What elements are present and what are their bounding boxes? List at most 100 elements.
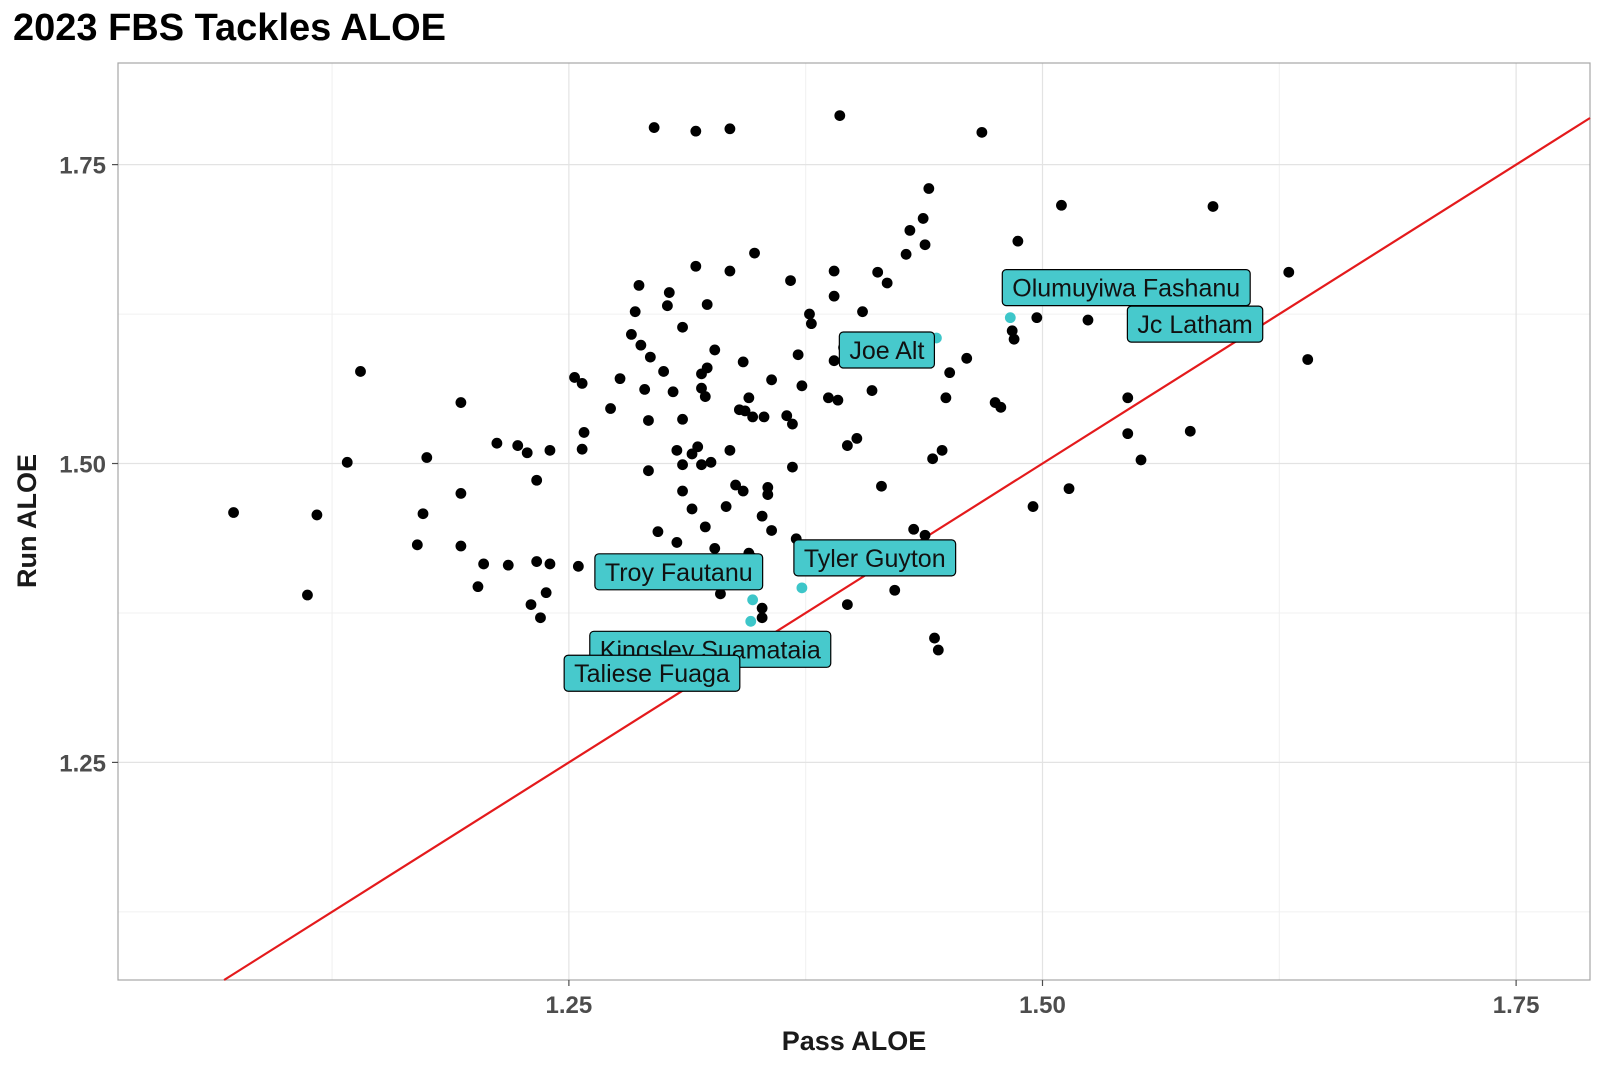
highlighted-data-point (796, 582, 808, 594)
data-point (658, 366, 670, 377)
data-point (578, 427, 590, 438)
label-text: Troy Fautanu (605, 559, 753, 587)
data-point (1184, 425, 1196, 437)
highlighted-data-point (745, 615, 757, 627)
data-point (919, 239, 931, 251)
data-point (491, 437, 503, 449)
data-point (927, 453, 939, 465)
label-box (594, 553, 764, 591)
data-point (635, 339, 647, 351)
data-point (1056, 199, 1067, 211)
data-point (525, 599, 537, 610)
data-point (686, 503, 698, 515)
data-point (521, 447, 533, 459)
data-point (421, 452, 433, 463)
data-point (872, 266, 884, 278)
data-point (605, 403, 616, 414)
data-point (737, 485, 749, 497)
point-label: Olumuyiwa Fashanu (1001, 269, 1251, 307)
data-point (1027, 501, 1039, 512)
data-point (866, 385, 878, 396)
data-point (747, 411, 759, 423)
data-point (720, 501, 732, 512)
data-point (1082, 314, 1094, 326)
data-point (677, 459, 688, 471)
data-point (1122, 392, 1134, 404)
data-point (633, 279, 645, 291)
y-axis-title: Run ALOE (12, 454, 42, 588)
x-tick-label: 1.75 (1493, 992, 1540, 1019)
data-point (739, 405, 751, 417)
data-point (787, 418, 798, 430)
data-point (841, 440, 853, 451)
data-point (995, 401, 1007, 413)
label-text: Olumuyiwa Fashanu (1012, 275, 1240, 303)
x-axis-ticks: 1.25 1.50 1.75 (546, 980, 1540, 1019)
data-point (796, 380, 808, 392)
data-point (531, 556, 543, 567)
data-point (311, 509, 323, 521)
data-point (929, 632, 940, 644)
data-point (643, 415, 654, 426)
point-label: Tyler Guyton (793, 539, 957, 577)
data-point (1207, 201, 1219, 212)
data-point (677, 321, 688, 333)
data-point (502, 559, 514, 571)
data-point (737, 356, 749, 368)
data-point (743, 392, 755, 404)
data-point (932, 644, 944, 656)
data-point (1012, 235, 1024, 247)
data-point (690, 125, 702, 137)
data-point (766, 374, 777, 386)
data-point (696, 459, 707, 471)
data-point (889, 584, 901, 596)
data-point (1122, 428, 1134, 440)
data-point (540, 587, 552, 599)
data-point (787, 461, 798, 473)
data-point (701, 362, 713, 374)
data-point (724, 444, 736, 456)
chart-title: 2023 FBS Tackles ALOE (13, 7, 446, 49)
y-axis-ticks: 1.25 1.50 1.75 (59, 153, 118, 777)
data-point (302, 589, 313, 601)
data-point (411, 539, 423, 551)
data-point (677, 413, 688, 425)
x-tick-label: 1.25 (546, 992, 593, 1019)
point-label: Troy Fautanu (594, 553, 764, 591)
data-point (1008, 333, 1020, 345)
data-point (756, 612, 768, 624)
data-point (876, 480, 887, 492)
label-box (563, 654, 741, 692)
data-point (639, 383, 651, 395)
data-point (576, 443, 588, 455)
data-point (917, 213, 929, 224)
data-point (805, 318, 817, 330)
point-label: Jc Latham (1126, 305, 1264, 343)
data-point (961, 352, 973, 364)
data-point (1063, 483, 1075, 495)
data-point (455, 540, 467, 552)
data-point (781, 410, 793, 422)
data-point (1031, 312, 1043, 324)
data-point (900, 248, 912, 260)
data-point (644, 351, 656, 363)
data-point (643, 465, 654, 477)
data-point (677, 485, 688, 497)
data-point (614, 373, 626, 385)
label-box (1126, 305, 1264, 343)
y-tick-label: 1.75 (59, 153, 106, 180)
label-box (838, 331, 936, 369)
point-label: Taliese Fuaga (563, 654, 741, 692)
data-point (531, 474, 543, 486)
data-point (455, 488, 467, 499)
point-label: Joe Alt (838, 331, 936, 369)
data-point (692, 441, 704, 453)
data-point (1302, 354, 1314, 365)
label-text: Joe Alt (849, 337, 924, 365)
data-point (756, 510, 768, 522)
data-point (512, 440, 524, 451)
x-axis-title: Pass ALOE (782, 1026, 927, 1056)
data-point (851, 433, 863, 444)
plot-panel-border (117, 62, 1591, 981)
x-tick-label: 1.50 (1019, 992, 1066, 1019)
